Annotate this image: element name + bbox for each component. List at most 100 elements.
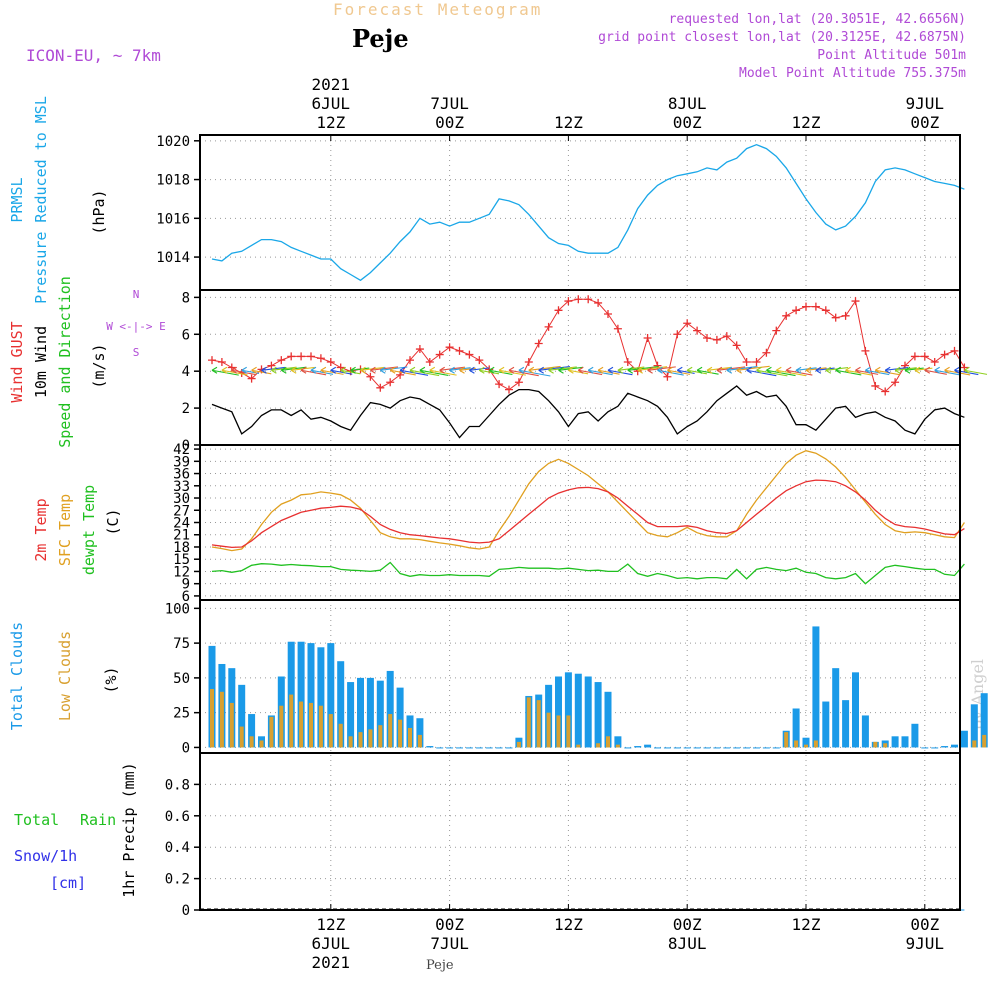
precip-unit-label: 1hr Precip (mm) bbox=[120, 762, 138, 897]
gust-marker bbox=[247, 374, 256, 383]
wind-arrow bbox=[726, 366, 758, 371]
wind-arrow-head bbox=[825, 366, 832, 374]
gust-marker bbox=[386, 378, 395, 387]
sfc-temp-line bbox=[211, 450, 965, 552]
wind-arrow bbox=[449, 367, 471, 371]
gust-marker bbox=[316, 354, 325, 363]
snow-unit-label: [cm] bbox=[50, 874, 86, 892]
wind-arrow bbox=[954, 369, 979, 376]
low-cloud-bar bbox=[398, 719, 403, 748]
gust-marker bbox=[514, 378, 523, 387]
low-cloud-bar bbox=[784, 732, 789, 748]
wind-arrow bbox=[914, 367, 933, 371]
wind-arrow-head bbox=[498, 366, 505, 374]
low-cloud-bar bbox=[813, 740, 818, 748]
wind-arrow-head bbox=[815, 366, 822, 374]
gust-marker bbox=[663, 372, 672, 381]
wind-arrow-head bbox=[221, 366, 228, 374]
total-cloud-bar bbox=[594, 682, 602, 748]
total-cloud-bar bbox=[762, 747, 770, 749]
wind-arrow-head bbox=[419, 366, 426, 374]
wind-arrow-head bbox=[578, 366, 584, 374]
pressure-ytick-label: 1018 bbox=[156, 173, 190, 189]
wind-arrow-head bbox=[261, 366, 267, 374]
wind-arrow-head bbox=[875, 366, 881, 374]
total-cloud-bar bbox=[396, 687, 404, 748]
total-cloud-bar bbox=[416, 718, 424, 748]
total-cloud-bar bbox=[980, 693, 988, 748]
gust-marker bbox=[415, 345, 424, 354]
wind-arrow-head bbox=[696, 366, 703, 374]
bottom-time-label: 00Z bbox=[910, 915, 939, 934]
gust-marker bbox=[722, 332, 731, 341]
total-cloud-bar bbox=[475, 747, 483, 749]
prmsl-label: PRMSL bbox=[8, 177, 26, 222]
total-cloud-bar bbox=[852, 672, 859, 748]
wind-arrow-head bbox=[716, 366, 723, 374]
wind-arrow bbox=[815, 367, 835, 371]
temperature-ytick-label: 27 bbox=[173, 503, 190, 519]
wind-arrow-head bbox=[281, 366, 287, 374]
wind-speed-dir-label: Speed and Direction bbox=[56, 276, 74, 448]
wind-arrow bbox=[667, 369, 691, 375]
wind-arrow-head bbox=[934, 366, 940, 374]
gust-marker bbox=[940, 350, 949, 359]
top-time-label: 7JUL bbox=[430, 94, 469, 113]
pressure-msl-label: Pressure Reduced to MSL bbox=[32, 96, 50, 304]
bottom-time-label: 00Z bbox=[435, 915, 464, 934]
wind-arrow-head bbox=[637, 366, 643, 374]
gust-line bbox=[211, 298, 965, 393]
pressure-line bbox=[211, 144, 965, 282]
clouds-ytick-label: 50 bbox=[173, 671, 190, 687]
gust-marker bbox=[435, 350, 444, 359]
low-cloud-bar bbox=[348, 736, 353, 748]
point-altitude: Point Altitude 501m bbox=[817, 48, 966, 63]
total-cloud-bar bbox=[456, 747, 463, 749]
low-cloud-bar bbox=[358, 732, 363, 748]
total-clouds-label: Total Clouds bbox=[8, 622, 26, 730]
dewpt-line bbox=[211, 561, 965, 585]
wind-ytick-label: 6 bbox=[182, 327, 190, 343]
low-cloud-bar bbox=[378, 725, 383, 748]
total-cloud-bar bbox=[297, 641, 305, 748]
gust-marker bbox=[594, 298, 603, 307]
gust-marker bbox=[772, 326, 781, 335]
low-cloud-bar bbox=[269, 716, 274, 748]
wind-arrow-head bbox=[785, 366, 792, 374]
wind-arrow bbox=[538, 365, 570, 371]
total-cloud-bar bbox=[960, 730, 968, 748]
wind-arrow-head bbox=[538, 366, 544, 374]
dewpt-label: dewpt Temp bbox=[80, 485, 98, 575]
wind-arrow-head bbox=[350, 366, 356, 374]
total-cloud-bar bbox=[238, 684, 246, 748]
wind-arrow-head bbox=[310, 366, 317, 374]
wind-arrow-head bbox=[914, 366, 921, 374]
wind-arrow-head bbox=[964, 366, 970, 374]
wind-arrow-head bbox=[667, 366, 673, 374]
gust-marker bbox=[217, 357, 226, 366]
gust-marker bbox=[811, 302, 820, 311]
wind-arrow-head bbox=[449, 366, 455, 374]
total-cloud-bar bbox=[693, 747, 701, 749]
total-cloud-bar bbox=[654, 747, 661, 749]
total-cloud-bar bbox=[921, 747, 929, 749]
gust-marker bbox=[604, 309, 612, 318]
total-cloud-bar bbox=[753, 747, 760, 749]
low-cloud-bar bbox=[338, 723, 343, 748]
wind-arrow-head bbox=[389, 366, 396, 374]
wind-arrow bbox=[687, 369, 707, 375]
total-cloud-bar bbox=[901, 736, 909, 748]
top-time-label: 2021 bbox=[312, 75, 351, 94]
wind-arrow-head bbox=[686, 366, 693, 374]
top-time-label: 12Z bbox=[792, 113, 821, 132]
gust-marker bbox=[851, 297, 860, 306]
total-cloud-bar bbox=[376, 680, 384, 748]
low-cloud-bar bbox=[249, 736, 254, 748]
wind-arrow-head bbox=[231, 366, 238, 374]
gust-marker bbox=[564, 297, 573, 306]
low-cloud-bar bbox=[259, 740, 264, 748]
wind-ytick-label: 0 bbox=[182, 438, 190, 454]
gust-marker bbox=[742, 357, 751, 366]
precip-ytick-label: 0.4 bbox=[165, 840, 190, 856]
